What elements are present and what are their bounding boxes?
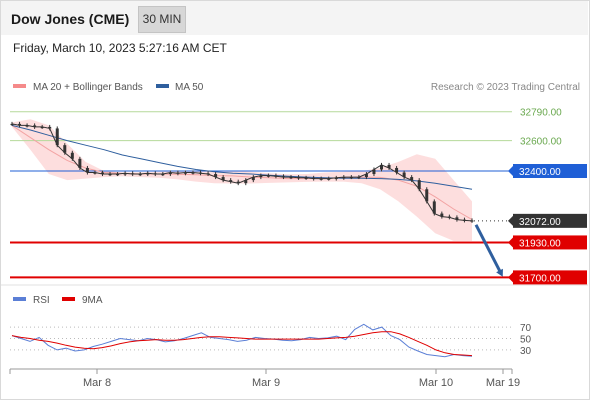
ma20-legend-label: MA 20 + Bollinger Bands xyxy=(33,82,143,93)
price-candle-body xyxy=(357,177,361,179)
price-candle-body xyxy=(229,180,233,182)
forecast-arrow-head xyxy=(496,268,503,277)
support-label-bg xyxy=(513,235,587,250)
price-candle-body xyxy=(25,125,29,127)
pivot-label: 32400.00 xyxy=(519,167,561,178)
price-candle-body xyxy=(63,145,67,153)
forecast-arrow xyxy=(474,224,502,273)
price-candle-body xyxy=(116,174,120,176)
price-candle-body xyxy=(395,167,399,173)
resistance-label: 32790.00 xyxy=(520,108,562,119)
credit-text: Research © 2023 Trading Central xyxy=(431,82,580,93)
price-candle-body xyxy=(380,164,384,170)
price-candle-body xyxy=(33,125,37,127)
price-candle-body xyxy=(342,177,346,179)
interval-button[interactable]: 30 MIN xyxy=(138,6,186,33)
price-candle-body xyxy=(10,123,14,126)
price-candle-body xyxy=(327,178,331,180)
ma50-legend-label: MA 50 xyxy=(175,82,204,93)
ma9-legend-swatch xyxy=(62,297,75,301)
rsi-legend-label: RSI xyxy=(33,295,50,306)
support-label: 31700.00 xyxy=(519,273,561,284)
resistance-label: 32600.00 xyxy=(520,137,562,148)
ma20-legend-swatch xyxy=(13,84,26,88)
price-candle-body xyxy=(289,177,293,179)
price-candle-body xyxy=(387,164,391,168)
price-candle-body xyxy=(417,180,421,190)
timestamp: Friday, March 10, 2023 5:27:16 AM CET xyxy=(13,41,227,55)
price-candle-body xyxy=(78,158,82,168)
x-axis-label: Mar 9 xyxy=(252,377,280,389)
price-candle-body xyxy=(259,175,263,178)
price-candle-body xyxy=(108,174,112,176)
rsi-line xyxy=(11,323,473,358)
price-candle-body xyxy=(425,189,429,202)
price-candle-body xyxy=(146,173,150,175)
price-candle-body xyxy=(251,177,255,181)
price-candle-body xyxy=(402,172,406,178)
pivot-label-bg xyxy=(513,164,587,178)
price-candle-body xyxy=(440,213,444,217)
price-candle-body xyxy=(123,173,127,175)
price-candle-body xyxy=(55,128,59,146)
price-candle-body xyxy=(168,172,172,175)
price-candle-body xyxy=(85,167,89,173)
ma50-line xyxy=(11,124,473,190)
x-axis: Mar 8 Mar 9 Mar 10 Mar 19 xyxy=(83,369,520,389)
price-candle-body xyxy=(100,172,104,175)
price-candle-body xyxy=(432,201,436,214)
current-label-bg xyxy=(513,213,587,228)
rsi-legend-swatch xyxy=(13,297,26,301)
price-candle-body xyxy=(40,126,44,129)
price-line xyxy=(11,123,473,222)
price-candle-body xyxy=(319,178,323,180)
rsi-tick-label: 30 xyxy=(520,346,532,357)
ma9-legend-label: 9MA xyxy=(82,295,103,306)
price-candle-body xyxy=(70,152,74,159)
support-label-pointer xyxy=(508,272,513,283)
rsi-ma9-line xyxy=(11,331,473,357)
rsi-tick-label: 70 xyxy=(520,323,532,334)
price-candle-body xyxy=(334,177,338,180)
price-candle-body xyxy=(455,217,459,220)
current-label: 32072.00 xyxy=(519,217,561,228)
support-label: 31930.00 xyxy=(519,238,561,249)
price-candle-body xyxy=(244,180,248,184)
price-candle-body xyxy=(161,174,165,176)
price-layer: 32790.00 32600.00 32400.00 32072.00 31930.00… xyxy=(10,108,587,285)
price-candle-body xyxy=(18,123,22,126)
ma50-legend-swatch xyxy=(156,84,169,88)
price-candle-body xyxy=(304,177,308,180)
pivot-label-pointer xyxy=(508,166,513,176)
price-candle-body xyxy=(349,177,353,179)
price-candle-body xyxy=(93,172,97,174)
price-candle-body xyxy=(221,177,225,181)
support-label-bg xyxy=(513,270,587,285)
price-candle-body xyxy=(236,181,240,184)
current-label-pointer xyxy=(508,215,513,226)
price-candle-body xyxy=(183,172,187,174)
price-candle-body xyxy=(191,172,195,174)
price-candle-body xyxy=(410,177,414,181)
bollinger-band xyxy=(12,119,472,241)
price-candle-body xyxy=(364,174,368,178)
price-candle-body xyxy=(214,174,218,178)
rsi-tick-label: 50 xyxy=(520,335,532,346)
support-label-pointer xyxy=(508,237,513,248)
price-candle-body xyxy=(372,169,376,175)
x-axis-label: Mar 19 xyxy=(486,377,520,389)
price-candle-body xyxy=(266,175,270,177)
header-bar: Dow Jones (CME) 30 MIN xyxy=(1,1,588,35)
x-axis-label: Mar 10 xyxy=(419,377,453,389)
price-candle-body xyxy=(138,174,142,176)
price-candle-body xyxy=(48,126,52,129)
price-candle-body xyxy=(470,220,474,222)
x-axis-label: Mar 8 xyxy=(83,377,111,389)
instrument-title: Dow Jones (CME) xyxy=(11,11,130,27)
